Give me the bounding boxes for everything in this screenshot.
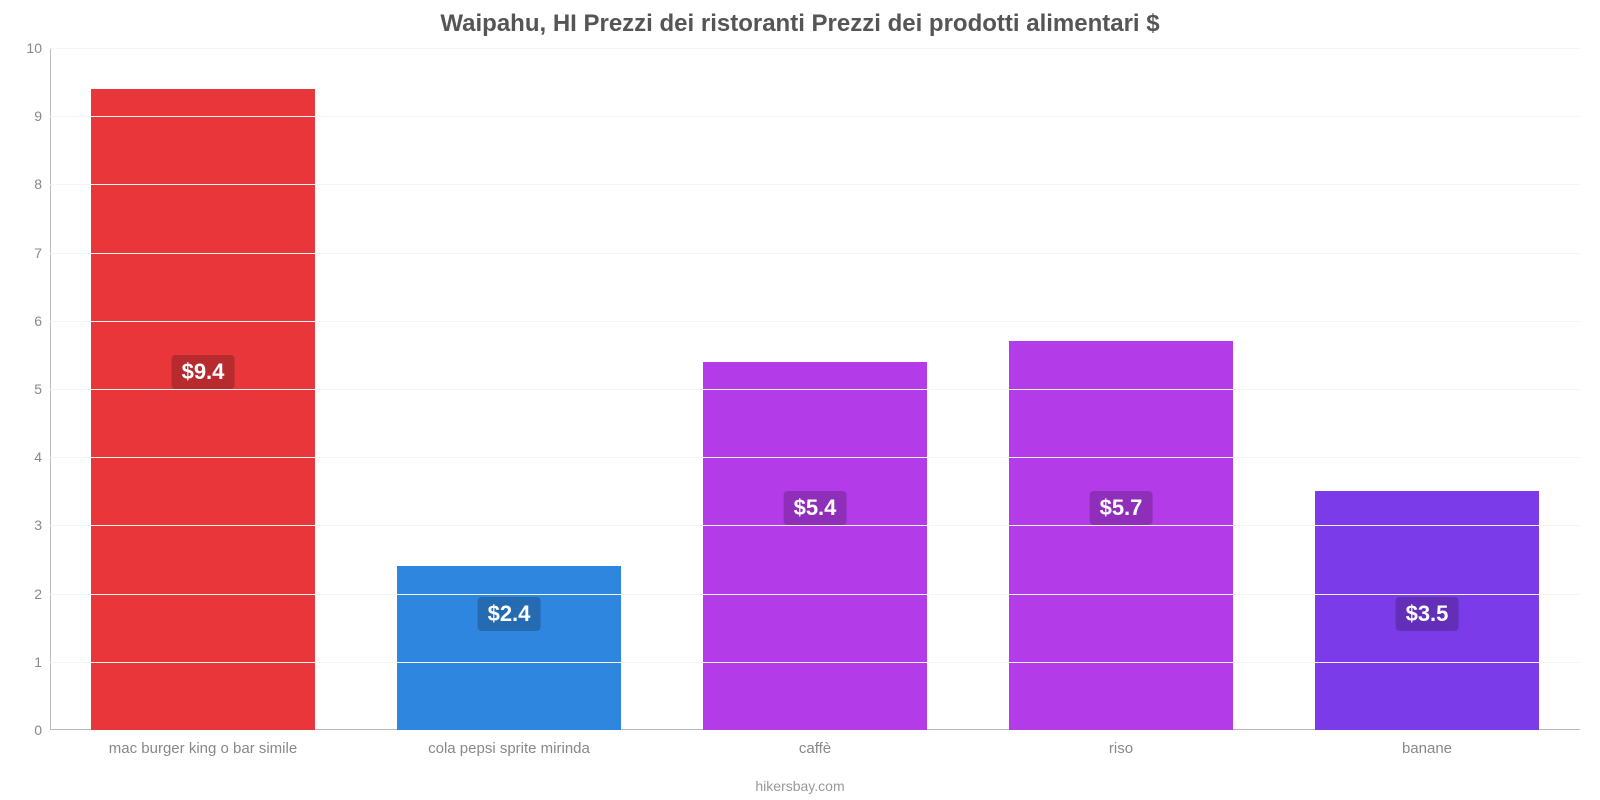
category-label: riso xyxy=(968,730,1274,757)
category-label: cola pepsi sprite mirinda xyxy=(356,730,662,757)
grid-line xyxy=(50,321,1580,322)
category-label: mac burger king o bar simile xyxy=(50,730,356,757)
bar xyxy=(703,362,926,730)
y-tick-label: 4 xyxy=(34,449,50,465)
y-tick-label: 6 xyxy=(34,313,50,329)
y-tick-label: 3 xyxy=(34,517,50,533)
chart-title: Waipahu, HI Prezzi dei ristoranti Prezzi… xyxy=(0,10,1600,38)
grid-line xyxy=(50,116,1580,117)
y-tick-label: 5 xyxy=(34,381,50,397)
y-tick-label: 0 xyxy=(34,722,50,738)
grid-line xyxy=(50,253,1580,254)
grid-line xyxy=(50,389,1580,390)
category-label: caffè xyxy=(662,730,968,757)
y-tick-label: 9 xyxy=(34,108,50,124)
value-badge: $5.4 xyxy=(784,491,847,525)
grid-line xyxy=(50,594,1580,595)
value-badge: $9.4 xyxy=(172,355,235,389)
y-tick-label: 2 xyxy=(34,586,50,602)
value-badge: $5.7 xyxy=(1090,491,1153,525)
value-badge: $2.4 xyxy=(478,597,541,631)
chart-footer: hikersbay.com xyxy=(0,778,1600,794)
y-tick-label: 10 xyxy=(26,40,50,56)
bar xyxy=(1009,341,1232,730)
plot-area: $9.4mac burger king o bar simile$2.4cola… xyxy=(50,48,1580,730)
bar xyxy=(397,566,620,730)
grid-line xyxy=(50,184,1580,185)
grid-line xyxy=(50,48,1580,49)
grid-line xyxy=(50,662,1580,663)
category-label: banane xyxy=(1274,730,1580,757)
y-tick-label: 8 xyxy=(34,176,50,192)
chart-container: Waipahu, HI Prezzi dei ristoranti Prezzi… xyxy=(0,0,1600,800)
value-badge: $3.5 xyxy=(1396,597,1459,631)
grid-line xyxy=(50,457,1580,458)
grid-line xyxy=(50,525,1580,526)
y-tick-label: 7 xyxy=(34,245,50,261)
y-tick-label: 1 xyxy=(34,654,50,670)
